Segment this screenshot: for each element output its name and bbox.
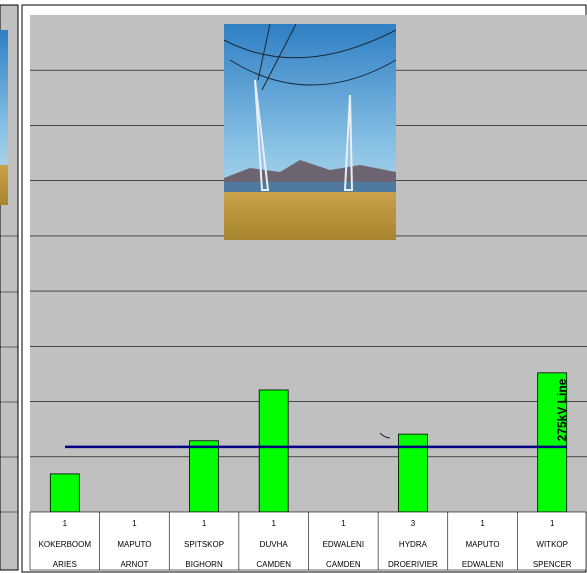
category-from: WITKOP	[536, 540, 568, 549]
category-to: DROERIVIER	[388, 560, 438, 569]
category-to: CAMDEN	[326, 560, 361, 569]
category-count: 3	[411, 519, 416, 528]
category-count: 1	[480, 519, 485, 528]
category-to: BIGHORN	[185, 560, 223, 569]
category-from: KOKERBOOM	[39, 540, 92, 549]
bar	[50, 474, 79, 512]
left-panel	[0, 5, 18, 570]
chart: 275kV Line 1 KOKERBOOM ARIES 1 MAPUTO ARNOT 1 S…	[0, 0, 587, 573]
category-count: 1	[271, 519, 276, 528]
category-from: DUVHA	[260, 540, 289, 549]
category-to: EDWALENI	[462, 560, 504, 569]
category-from: MAPUTO	[117, 540, 151, 549]
category-to: ARIES	[53, 560, 77, 569]
reference-label: 275kV Line	[555, 378, 569, 441]
category-count: 1	[132, 519, 137, 528]
category-count: 1	[550, 519, 555, 528]
bar	[190, 441, 219, 512]
category-from: EDWALENI	[323, 540, 365, 549]
category-to: ARNOT	[120, 560, 148, 569]
photo	[224, 24, 396, 240]
category-from: HYDRA	[399, 540, 428, 549]
category-to: CAMDEN	[256, 560, 291, 569]
category-to: SPENCER	[533, 560, 572, 569]
category-count: 1	[341, 519, 346, 528]
category-count: 1	[63, 519, 68, 528]
category-count: 1	[202, 519, 207, 528]
bar	[259, 390, 288, 512]
category-from: MAPUTO	[466, 540, 500, 549]
category-from: SPITSKOP	[184, 540, 224, 549]
